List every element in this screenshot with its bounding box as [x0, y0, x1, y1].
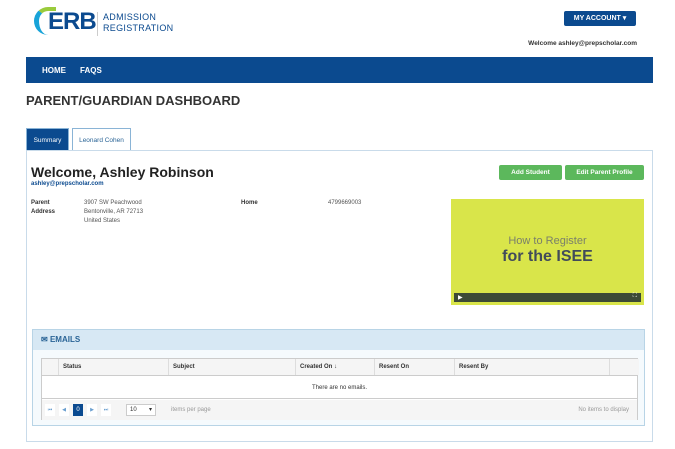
- emails-title: EMAILS: [49, 335, 81, 344]
- page-size-value: 10: [130, 407, 137, 413]
- nav-home[interactable]: HOME: [42, 66, 66, 75]
- pager-info: No items to display: [578, 407, 629, 413]
- next-page-icon[interactable]: ▶: [87, 404, 97, 416]
- logo-arc-icon: [34, 7, 56, 35]
- logo-subtitle: ADMISSION REGISTRATION: [103, 12, 173, 34]
- envelope-icon: ✉: [41, 335, 50, 344]
- video-controls[interactable]: ▶ ⛶: [454, 293, 641, 302]
- emails-section: ✉ EMAILS Status Subject Created On ↓ Res…: [32, 329, 645, 426]
- welcome-text: Welcome ashley@prepscholar.com: [528, 40, 637, 47]
- prev-page-icon[interactable]: ◀: [59, 404, 69, 416]
- pager: ⏮ ◀ 0 ▶ ⏭ 10 ▾ items per page No items to…: [42, 400, 637, 420]
- my-account-button[interactable]: MY ACCOUNT ▾: [564, 11, 636, 26]
- fullscreen-icon[interactable]: ⛶: [632, 293, 637, 299]
- logo-divider: [97, 12, 98, 36]
- address-line: 3907 SW Peachwood: [84, 200, 142, 206]
- page-title: PARENT/GUARDIAN DASHBOARD: [26, 93, 241, 108]
- column-header-created-on[interactable]: Created On ↓: [296, 359, 375, 375]
- parent-email: ashley@prepscholar.com: [31, 181, 104, 187]
- emails-table: Status Subject Created On ↓ Resent On Re…: [41, 358, 639, 420]
- nav-faqs[interactable]: FAQS: [80, 66, 102, 75]
- address-line: Bentonville, AR 72713: [84, 209, 144, 215]
- page-size-select[interactable]: 10 ▾: [126, 404, 156, 416]
- column-header-select: [42, 359, 59, 375]
- summary-panel: [26, 150, 653, 442]
- emails-header[interactable]: ✉ EMAILS: [33, 330, 644, 350]
- tab-summary[interactable]: Summary: [26, 128, 69, 151]
- logo: ERB: [48, 8, 97, 35]
- address-label: Parent Address: [31, 200, 56, 215]
- address-value: 3907 SW Peachwood Bentonville, AR 72713 …: [84, 199, 143, 226]
- video-player[interactable]: How to Register for the ISEE ▶ ⛶: [451, 199, 644, 305]
- column-header-status[interactable]: Status: [59, 359, 169, 375]
- column-header-subject[interactable]: Subject: [169, 359, 296, 375]
- video-title-line1: How to Register: [508, 235, 587, 247]
- play-icon[interactable]: ▶: [458, 295, 463, 301]
- phone-label: Home: [241, 200, 258, 206]
- empty-message: There are no emails.: [42, 375, 637, 399]
- logo-sub1: ADMISSION: [103, 12, 157, 22]
- tab-leonard-cohen[interactable]: Leonard Cohen: [72, 128, 131, 151]
- column-header-extra: [610, 359, 639, 375]
- last-page-icon[interactable]: ⏭: [101, 404, 111, 416]
- welcome-heading: Welcome, Ashley Robinson: [31, 164, 214, 180]
- address-line: United States: [84, 218, 121, 224]
- edit-parent-profile-button[interactable]: Edit Parent Profile: [565, 165, 644, 180]
- column-header-resent-by[interactable]: Resent By: [455, 359, 610, 375]
- chevron-down-icon: ▾: [148, 407, 152, 413]
- add-student-button[interactable]: Add Student: [499, 165, 562, 180]
- logo-sub2: REGISTRATION: [103, 23, 174, 33]
- items-per-page-label: items per page: [171, 407, 211, 413]
- current-page[interactable]: 0: [73, 404, 83, 416]
- phone-value: 4799669003: [328, 200, 362, 206]
- first-page-icon[interactable]: ⏮: [45, 404, 55, 416]
- main-nav: HOME FAQS: [26, 57, 653, 83]
- video-title-line2: for the ISEE: [502, 248, 593, 265]
- column-header-resent-on[interactable]: Resent On: [375, 359, 455, 375]
